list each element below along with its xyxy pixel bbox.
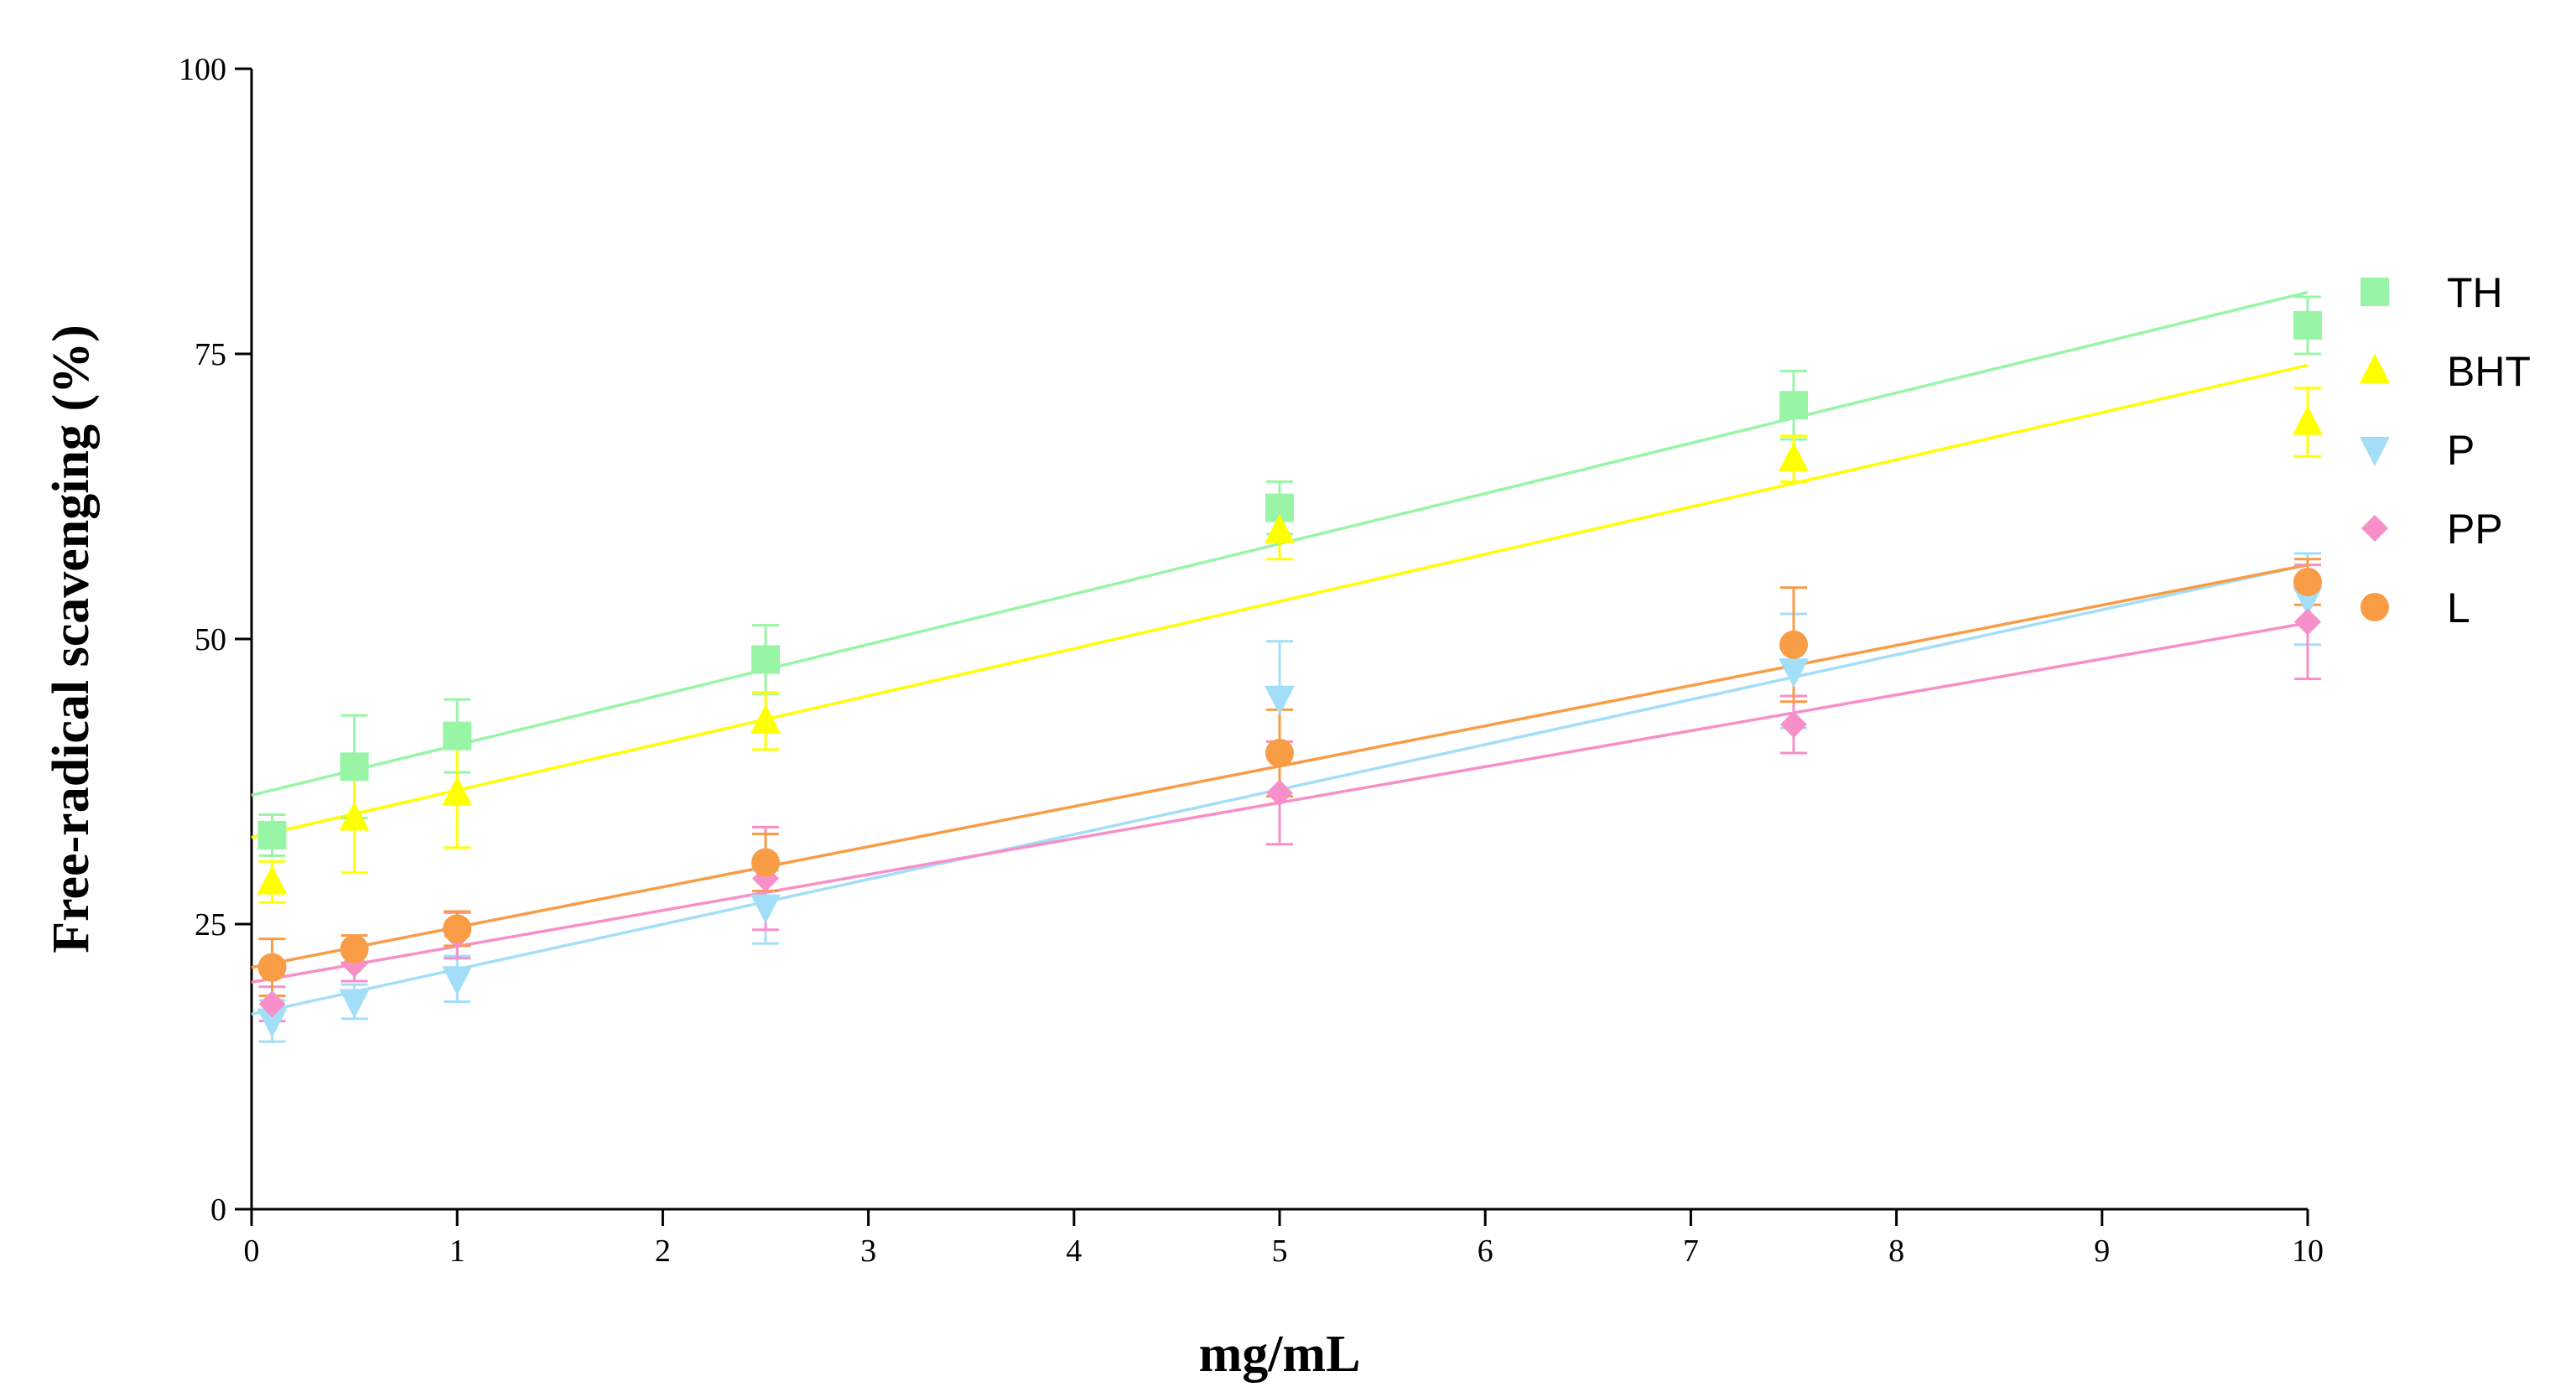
y-axis-title: Free-radical scavenging (%)	[43, 325, 100, 953]
point-p	[1265, 685, 1295, 715]
point-bht	[1265, 513, 1295, 543]
legend-item-bht: BHT	[2360, 348, 2531, 395]
point-th	[2293, 311, 2322, 340]
point-l	[257, 953, 287, 982]
legend-item-th: TH	[2360, 269, 2503, 316]
point-p	[257, 1008, 288, 1038]
point-th	[257, 820, 287, 849]
y-tick-label: 100	[179, 52, 226, 87]
y-tick-label: 75	[195, 337, 226, 372]
error-bars	[258, 295, 2321, 1043]
point-bht	[442, 776, 473, 806]
point-p	[442, 966, 473, 996]
legend-item-p: P	[2360, 427, 2475, 474]
x-tick-label: 5	[1272, 1234, 1288, 1269]
point-pp	[258, 990, 286, 1018]
point-th	[751, 645, 780, 674]
legend-label: BHT	[2447, 348, 2531, 395]
legend-label: P	[2447, 427, 2475, 474]
y-tick-label: 0	[210, 1192, 226, 1228]
legend-marker	[2360, 354, 2390, 383]
x-tick-label: 2	[655, 1234, 671, 1269]
point-l	[443, 914, 472, 943]
x-tick-label: 4	[1066, 1234, 1082, 1269]
point-th	[443, 721, 472, 751]
point-pp	[1266, 779, 1293, 807]
legend-label: PP	[2447, 506, 2503, 553]
point-pp	[2294, 608, 2321, 636]
point-bht	[1779, 442, 1809, 472]
legend-marker	[2360, 593, 2389, 621]
fit-line-bht	[251, 363, 2309, 839]
point-bht	[2293, 405, 2323, 435]
legend-marker	[2360, 437, 2390, 466]
x-tick-label: 0	[244, 1234, 260, 1269]
x-tick-label: 1	[449, 1234, 465, 1269]
x-tick-label: 10	[2292, 1234, 2324, 1269]
point-l	[1265, 739, 1294, 767]
point-l	[2293, 568, 2322, 596]
legend-marker	[2360, 278, 2389, 306]
legend-item-l: L	[2360, 584, 2470, 631]
point-bht	[257, 865, 288, 895]
legend-label: L	[2447, 584, 2470, 631]
x-tick-label: 6	[1478, 1234, 1493, 1269]
legend-label: TH	[2447, 269, 2503, 316]
point-l	[751, 848, 780, 877]
point-th	[1779, 391, 1808, 420]
x-tick-label: 7	[1683, 1234, 1699, 1269]
legend-item-pp: PP	[2361, 506, 2503, 553]
x-tick-label: 3	[860, 1234, 876, 1269]
data-points	[257, 311, 2323, 1038]
x-tick-label: 9	[2094, 1234, 2110, 1269]
point-p	[339, 989, 370, 1019]
y-tick-label: 50	[195, 622, 226, 657]
x-tick-label: 8	[1888, 1234, 1904, 1269]
point-th	[340, 752, 369, 782]
point-l	[340, 934, 369, 963]
y-tick-label: 25	[195, 907, 226, 943]
point-bht	[339, 801, 370, 831]
point-p	[750, 894, 781, 924]
point-p	[1779, 658, 1809, 688]
point-l	[1779, 630, 1808, 659]
point-pp	[1780, 711, 1807, 738]
legend-marker	[2361, 515, 2388, 542]
point-bht	[750, 704, 781, 734]
x-axis-title: mg/mL	[1199, 1326, 1361, 1383]
